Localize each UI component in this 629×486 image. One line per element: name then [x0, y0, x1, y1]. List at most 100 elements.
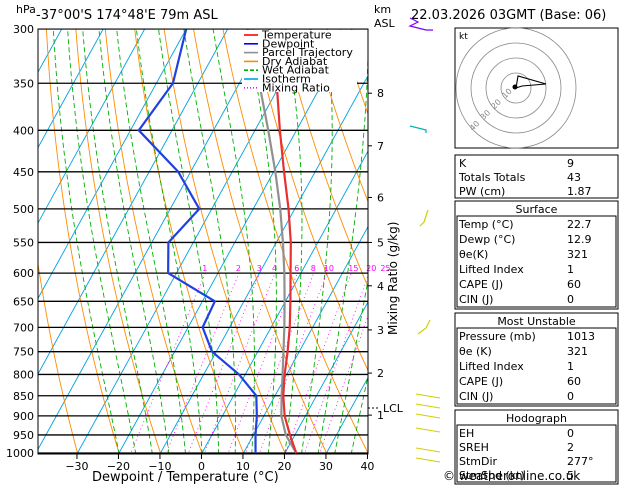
wet-adiabat-line	[116, 29, 186, 454]
table-row-label: K	[459, 157, 467, 170]
dry-adiabat-line	[104, 29, 203, 454]
legend-label: Parcel Trajectory	[262, 46, 353, 59]
mixing-ratio-line	[303, 275, 368, 454]
table-row-value: 1	[567, 360, 574, 373]
legend-label: Wet Adiabat	[262, 64, 330, 77]
wind-barb	[415, 427, 441, 433]
most-unstable-inner	[456, 327, 617, 405]
wet-adiabat-line	[82, 29, 153, 454]
isotherm-line	[38, 29, 270, 451]
wind-barb	[409, 125, 427, 133]
table-row-value: 12.9	[567, 233, 592, 246]
height-tick-label: 1	[377, 409, 384, 422]
x-tick-label: 40	[360, 460, 374, 473]
background-lines	[38, 5, 629, 470]
mixing-ratio-axis-label: Mixing Ratio (g/kg)	[386, 222, 400, 335]
dry-adiabat-line	[281, 29, 368, 288]
x-tick-label: 30	[319, 460, 333, 473]
table-row-label: Lifted Index	[459, 263, 524, 276]
table-row-label: SREH	[459, 441, 489, 454]
height-tick-label: 3	[377, 324, 384, 337]
mixing-ratio-label: 6	[294, 264, 299, 273]
pressure-tick-label: 850	[13, 390, 34, 403]
height-tick-label: 7	[377, 140, 384, 153]
wet-adiabat-line	[98, 29, 170, 454]
mixing-ratio-line	[130, 272, 206, 454]
indices-block	[454, 154, 619, 199]
hodograph-trace	[515, 75, 547, 89]
temperature-line	[268, 29, 298, 454]
most-unstable-title: Most Unstable	[497, 315, 576, 328]
height-ref: ASL	[374, 17, 396, 30]
hodograph-ring	[485, 57, 547, 119]
mixing-ratio-label: 8	[311, 264, 316, 273]
lcl-label: LCL	[383, 402, 404, 415]
hodograph-block	[454, 409, 619, 485]
dry-adiabat-line	[193, 29, 328, 454]
mixing-ratio-line	[187, 272, 261, 454]
wet-adiabat-line	[158, 29, 220, 454]
table-row-value: 321	[567, 345, 588, 358]
hodograph-frame	[454, 27, 619, 149]
table-row-label: Temp (°C)	[458, 218, 514, 231]
mixing-ratio-label: 3	[257, 264, 262, 273]
legend-box	[242, 30, 357, 92]
table-row-label: CIN (J)	[459, 293, 493, 306]
wet-adiabat-line	[135, 29, 203, 454]
isotherm-line	[283, 301, 368, 454]
mixing-ratio-label: 20	[366, 264, 376, 273]
dry-adiabat-line	[222, 29, 368, 454]
legend-label: Isotherm	[262, 73, 311, 86]
pressure-tick-label: 700	[13, 321, 34, 334]
height-unit: km	[374, 3, 391, 16]
pressure-tick-label: 350	[13, 77, 34, 90]
wet-adiabat-line	[183, 29, 236, 454]
isotherm-line	[200, 150, 368, 454]
isotherm-line	[38, 29, 229, 375]
wet-adiabat-line	[67, 29, 137, 454]
height-tick-label: 8	[377, 87, 384, 100]
hodograph-title: Hodograph	[506, 412, 567, 425]
pressure-tick-label: 1000	[6, 447, 34, 460]
table-row-value: 1.87	[567, 185, 592, 198]
mixing-ratio-label: 2	[236, 264, 241, 273]
dry-adiabat-line	[38, 260, 79, 454]
table-row-label: StmDir	[459, 455, 498, 468]
pressure-tick-label: 600	[13, 267, 34, 280]
table-row-value: 43	[567, 171, 581, 184]
height-tick-label: 4	[377, 280, 384, 293]
x-tick-label: −10	[148, 460, 171, 473]
dry-adiabat-line	[622, 5, 629, 470]
pressure-tick-label: 300	[13, 23, 34, 36]
table-row-label: Lifted Index	[459, 360, 524, 373]
surface-block	[454, 200, 619, 310]
table-row-value: 60	[567, 375, 581, 388]
dry-adiabat-line	[134, 29, 245, 454]
table-row-value: 5	[567, 469, 574, 482]
hodograph-ring	[500, 72, 532, 104]
x-tick-label: −30	[65, 460, 88, 473]
table-row-value: 277°	[567, 455, 594, 468]
surface-inner	[456, 215, 617, 308]
wind-barb	[415, 403, 441, 409]
hodograph-ring	[455, 27, 577, 149]
x-tick-label: 20	[277, 460, 291, 473]
table-row-label: CIN (J)	[459, 390, 493, 403]
legend-label: Temperature	[261, 29, 332, 42]
pressure-tick-label: 650	[13, 295, 34, 308]
surface-title: Surface	[516, 203, 558, 216]
legend-label: Dry Adiabat	[262, 55, 328, 68]
table-row-label: PW (cm)	[459, 185, 505, 198]
mixing-ratio-line	[318, 314, 368, 454]
dewpoint-line	[137, 29, 258, 454]
pressure-tick-label: 550	[13, 236, 34, 249]
table-row-label: Totals Totals	[458, 171, 526, 184]
table-row-value: 321	[567, 248, 588, 261]
wind-barb	[408, 17, 433, 31]
profiles	[137, 29, 298, 454]
wet-adiabat-line	[317, 29, 368, 454]
table-row-value: 9	[567, 157, 574, 170]
isotherm-line	[159, 74, 368, 454]
